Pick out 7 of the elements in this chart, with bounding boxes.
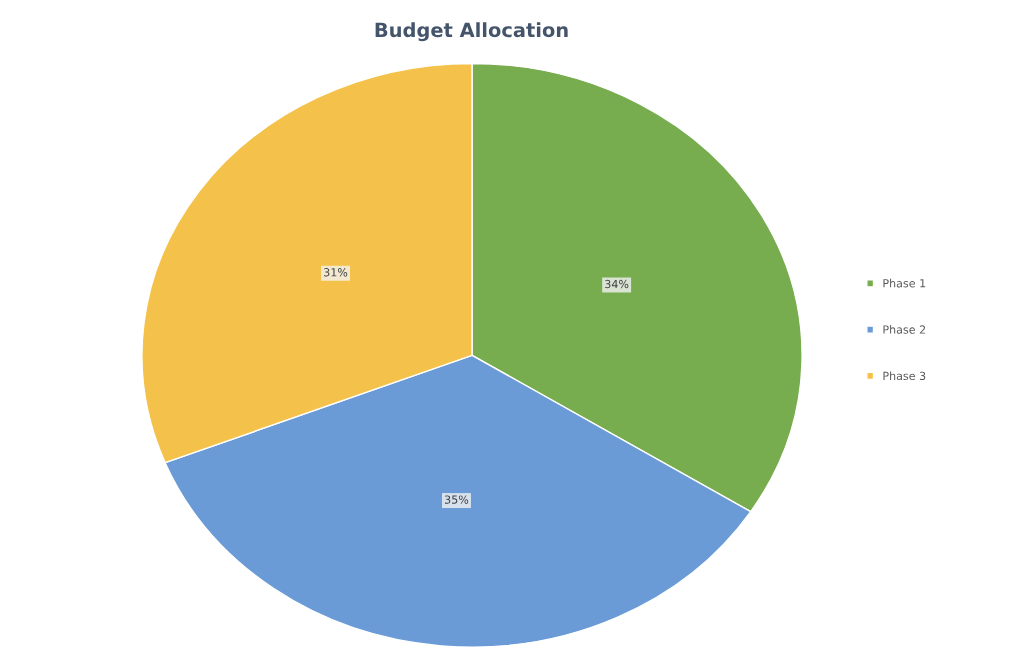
data-label: 34%	[605, 279, 629, 289]
legend-label: Phase 3	[883, 371, 926, 381]
data-label: 31%	[324, 268, 348, 277]
chart-title: Budget Allocation	[375, 22, 568, 42]
legend-label: Phase 2	[883, 325, 926, 334]
data-label: 35%	[444, 495, 469, 504]
legend-label: Phase 1	[883, 278, 926, 288]
